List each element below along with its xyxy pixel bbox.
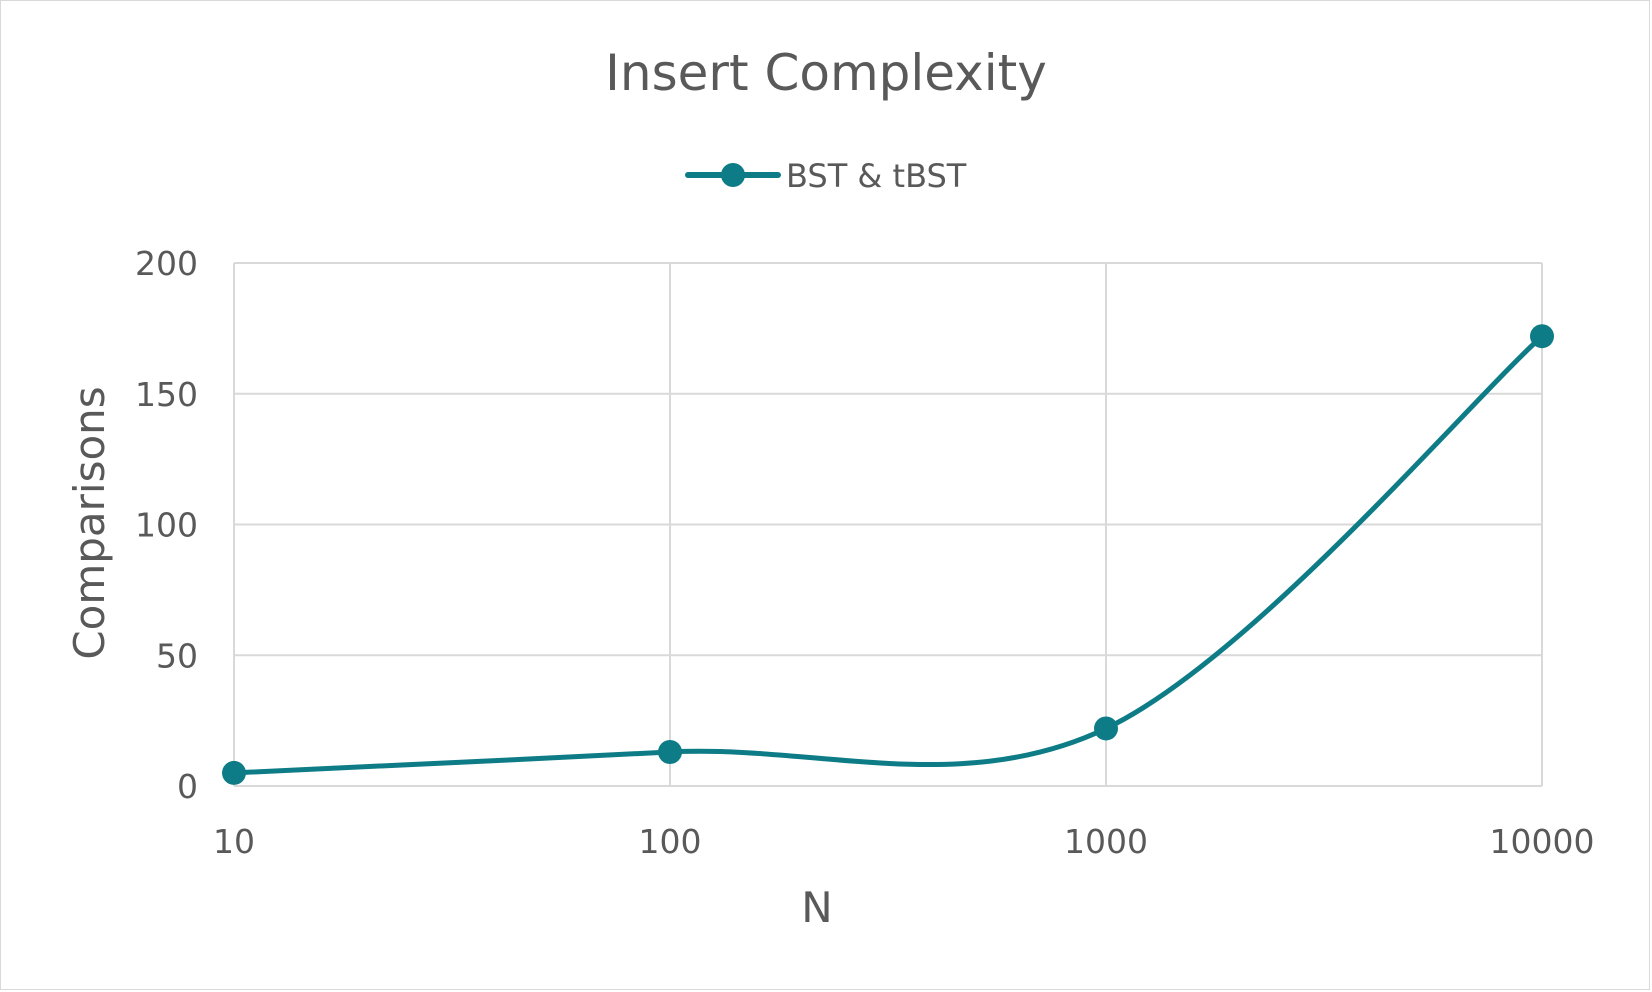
data-point — [1530, 324, 1554, 349]
data-point — [1094, 716, 1118, 741]
x-axis-ticks: 10 100 1000 10000 — [213, 822, 1594, 861]
x-tick-label: 100 — [639, 822, 702, 861]
series-line — [231, 333, 1545, 776]
data-point — [222, 760, 246, 785]
chart-title: Insert Complexity — [605, 44, 1047, 102]
legend-label: BST & tBST — [786, 157, 967, 195]
y-axis-ticks: 0 50 100 150 200 — [135, 244, 198, 806]
x-tick-label: 10 — [213, 822, 255, 861]
y-tick-label: 150 — [135, 375, 198, 414]
y-tick-label: 0 — [177, 767, 198, 806]
data-point — [658, 740, 682, 765]
series-layer — [222, 324, 1554, 785]
legend-dot-marker — [721, 163, 745, 187]
legend: BST & tBST — [685, 157, 967, 195]
y-tick-label: 50 — [156, 636, 198, 675]
x-axis-title: N — [801, 883, 832, 932]
x-tick-label: 1000 — [1064, 822, 1148, 861]
y-tick-label: 200 — [135, 244, 198, 283]
y-tick-label: 100 — [135, 506, 198, 545]
x-tick-label: 10000 — [1490, 822, 1595, 861]
y-axis-title: Comparisons — [65, 386, 114, 659]
grid — [233, 262, 1543, 787]
